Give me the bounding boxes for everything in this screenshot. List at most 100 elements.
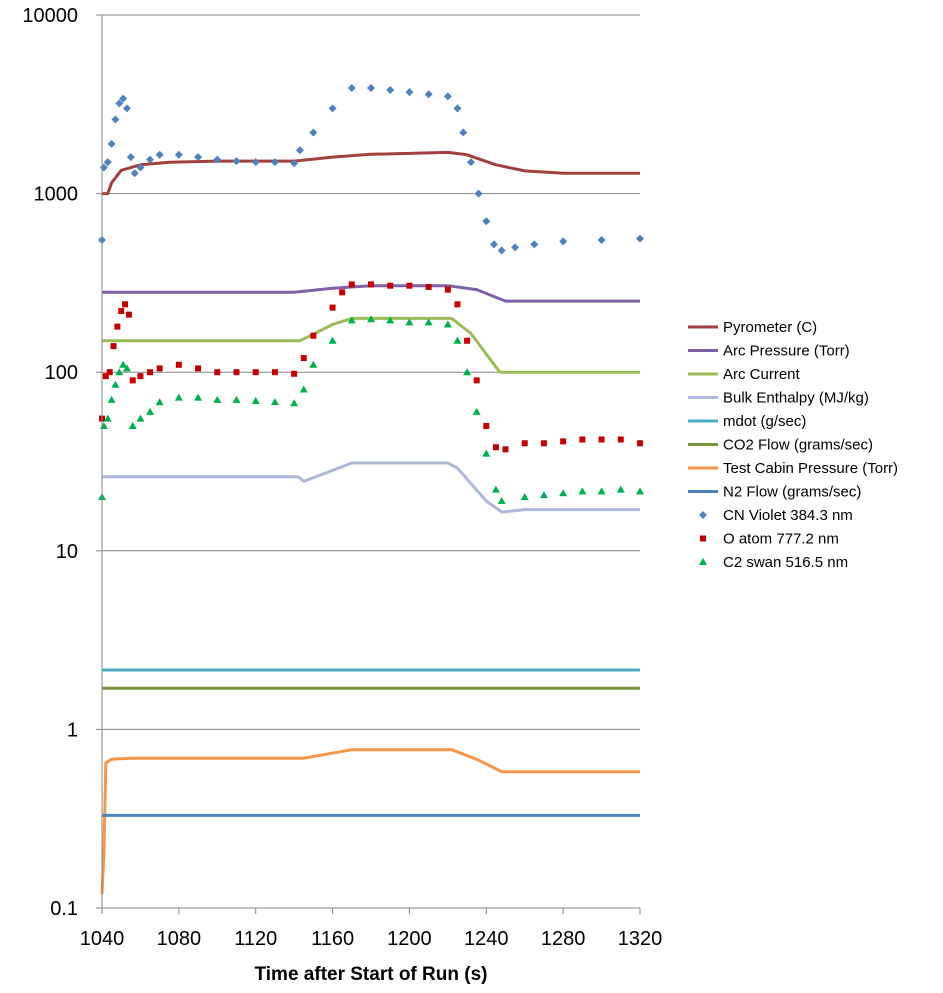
legend-item-o-atom-777-2-nm: O atom 777.2 nm <box>700 531 839 548</box>
x-tick-label: 1240 <box>464 928 509 950</box>
data-point-cn-violet-384-3-nm <box>213 155 222 164</box>
data-point-o-atom-777-2-nm <box>339 289 346 296</box>
data-point-c2-swan-516-5-nm <box>347 316 356 324</box>
data-point-c2-swan-516-5-nm <box>155 398 164 406</box>
data-point-cn-violet-384-3-nm <box>443 92 452 101</box>
axes <box>101 15 641 914</box>
legend-item-arc-current: Arc Current <box>688 366 801 383</box>
series-line-pyrometer-c <box>102 150 640 196</box>
data-point-c2-swan-516-5-nm <box>270 398 279 406</box>
data-point-c2-swan-516-5-nm <box>107 395 116 403</box>
data-point-o-atom-777-2-nm <box>118 308 125 315</box>
data-point-c2-swan-516-5-nm <box>497 497 506 505</box>
data-point-cn-violet-384-3-nm <box>597 235 606 244</box>
data-point-cn-violet-384-3-nm <box>459 128 468 137</box>
legend-label: Pyrometer (C) <box>723 319 817 336</box>
data-point-cn-violet-384-3-nm <box>347 84 356 93</box>
x-tick-label: 1200 <box>387 928 432 950</box>
data-point-cn-violet-384-3-nm <box>130 169 139 178</box>
data-point-cn-violet-384-3-nm <box>559 237 568 246</box>
gridlines <box>96 14 640 909</box>
data-point-o-atom-777-2-nm <box>425 283 432 290</box>
legend-item-mdot-g-sec: mdot (g/sec) <box>688 413 806 430</box>
data-point-o-atom-777-2-nm <box>387 282 394 289</box>
data-point-c2-swan-516-5-nm <box>232 395 241 403</box>
data-point-cn-violet-384-3-nm <box>367 84 375 93</box>
data-point-cn-violet-384-3-nm <box>295 146 304 155</box>
y-tick-label: 1000 <box>34 184 79 206</box>
data-point-o-atom-777-2-nm <box>617 436 624 443</box>
data-point-cn-violet-384-3-nm <box>270 158 279 167</box>
series-lines <box>100 150 640 894</box>
data-point-o-atom-777-2-nm <box>560 438 567 445</box>
y-tick-label: 10 <box>56 541 78 563</box>
data-point-cn-violet-384-3-nm <box>115 99 124 108</box>
legend: Pyrometer (C) Arc Pressure (Torr) Arc Curr… <box>688 319 898 571</box>
data-point-cn-violet-384-3-nm <box>489 240 498 249</box>
data-point-o-atom-777-2-nm <box>110 343 117 350</box>
data-point-o-atom-777-2-nm <box>114 323 121 330</box>
data-point-c2-swan-516-5-nm <box>424 318 433 326</box>
data-point-cn-violet-384-3-nm <box>136 163 145 172</box>
data-point-o-atom-777-2-nm <box>444 286 451 293</box>
data-point-cn-violet-384-3-nm <box>405 88 414 97</box>
data-point-c2-swan-516-5-nm <box>463 368 472 376</box>
data-point-cn-violet-384-3-nm <box>122 104 131 113</box>
data-point-o-atom-777-2-nm <box>368 281 374 288</box>
data-point-o-atom-777-2-nm <box>129 377 136 384</box>
data-point-c2-swan-516-5-nm <box>115 368 124 376</box>
legend-item-bulk-enthalpy-mj-kg: Bulk Enthalpy (MJ/kg) <box>688 390 869 407</box>
data-point-c2-swan-516-5-nm <box>539 491 548 499</box>
data-point-c2-swan-516-5-nm <box>443 320 452 328</box>
data-point-o-atom-777-2-nm <box>637 440 643 447</box>
data-point-o-atom-777-2-nm <box>106 369 113 376</box>
data-point-c2-swan-516-5-nm <box>367 315 375 323</box>
data-point-cn-violet-384-3-nm <box>386 86 395 95</box>
legend-swatch <box>700 535 706 542</box>
data-point-c2-swan-516-5-nm <box>616 485 625 493</box>
legend-item-c2-swan-516-5-nm: C2 swan 516.5 nm <box>699 554 848 571</box>
data-point-o-atom-777-2-nm <box>579 436 586 443</box>
data-point-o-atom-777-2-nm <box>406 282 413 289</box>
data-point-cn-violet-384-3-nm <box>482 217 491 226</box>
data-point-o-atom-777-2-nm <box>195 365 202 372</box>
legend-label: Test Cabin Pressure (Torr) <box>723 460 898 477</box>
data-point-cn-violet-384-3-nm <box>146 155 155 164</box>
data-point-o-atom-777-2-nm <box>122 301 129 308</box>
data-point-c2-swan-516-5-nm <box>119 360 128 368</box>
data-point-o-atom-777-2-nm <box>473 377 480 384</box>
data-point-c2-swan-516-5-nm <box>146 407 155 415</box>
data-point-o-atom-777-2-nm <box>502 446 509 453</box>
data-point-o-atom-777-2-nm <box>147 369 154 376</box>
data-point-c2-swan-516-5-nm <box>578 487 587 495</box>
legend-label: Arc Current <box>723 366 801 383</box>
data-point-o-atom-777-2-nm <box>137 373 144 380</box>
data-point-c2-swan-516-5-nm <box>520 493 529 501</box>
data-point-c2-swan-516-5-nm <box>482 449 491 457</box>
data-point-c2-swan-516-5-nm <box>99 421 108 429</box>
legend-item-n2-flow-grams-sec: N2 Flow (grams/sec) <box>688 484 861 501</box>
data-point-cn-violet-384-3-nm <box>111 115 120 124</box>
data-point-cn-violet-384-3-nm <box>636 234 644 243</box>
data-point-cn-violet-384-3-nm <box>530 240 539 249</box>
data-point-o-atom-777-2-nm <box>483 422 490 429</box>
data-point-cn-violet-384-3-nm <box>424 90 433 99</box>
data-point-cn-violet-384-3-nm <box>155 150 164 159</box>
data-point-c2-swan-516-5-nm <box>194 393 203 401</box>
legend-item-cn-violet-384-3-nm: CN Violet 384.3 nm <box>699 507 853 524</box>
data-point-c2-swan-516-5-nm <box>174 393 183 401</box>
data-point-c2-swan-516-5-nm <box>309 360 318 368</box>
legend-item-test-cabin-pressure-torr: Test Cabin Pressure (Torr) <box>688 460 898 477</box>
legend-label: mdot (g/sec) <box>723 413 806 430</box>
data-point-c2-swan-516-5-nm <box>491 485 500 493</box>
legend-label: Arc Pressure (Torr) <box>723 343 850 360</box>
data-point-cn-violet-384-3-nm <box>466 158 475 167</box>
data-point-c2-swan-516-5-nm <box>122 364 131 372</box>
data-point-c2-swan-516-5-nm <box>136 414 145 422</box>
legend-item-pyrometer-c: Pyrometer (C) <box>688 319 817 336</box>
data-point-c2-swan-516-5-nm <box>299 385 308 393</box>
x-tick-label: 1080 <box>157 928 202 950</box>
data-point-o-atom-777-2-nm <box>271 369 278 376</box>
data-point-cn-violet-384-3-nm <box>103 158 112 167</box>
data-point-c2-swan-516-5-nm <box>405 318 414 326</box>
